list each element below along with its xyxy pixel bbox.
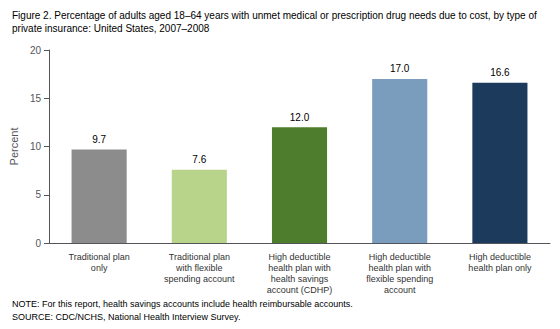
svg-text:private insurance: United Stat: private insurance: United States, 2007–2… [12,23,210,34]
svg-text:health savings: health savings [271,274,329,284]
svg-text:spending account: spending account [164,274,235,284]
svg-text:0: 0 [35,238,41,249]
svg-text:health plan with: health plan with [368,263,431,273]
svg-text:Traditional plan: Traditional plan [169,252,230,262]
svg-text:12.0: 12.0 [290,112,310,123]
svg-text:10: 10 [30,141,42,152]
svg-text:High deductible: High deductible [268,252,330,262]
svg-text:only: only [91,263,108,273]
svg-text:15: 15 [30,93,42,104]
svg-text:7.6: 7.6 [192,154,206,165]
svg-text:High deductible: High deductible [369,252,431,262]
svg-text:with flexible: with flexible [175,263,223,273]
svg-text:flexible spending: flexible spending [366,274,433,284]
svg-text:health plan with: health plan with [268,263,331,273]
svg-text:SOURCE: CDC/NCHS, National Hea: SOURCE: CDC/NCHS, National Health Interv… [12,312,240,322]
svg-text:5: 5 [35,189,41,200]
svg-text:health plan only: health plan only [468,263,532,273]
svg-text:Percent: Percent [8,128,20,166]
svg-text:20: 20 [30,45,42,56]
svg-text:Figure 2. Percentage of adults: Figure 2. Percentage of adults aged 18–6… [12,10,537,21]
svg-text:Traditional plan: Traditional plan [69,252,130,262]
svg-text:16.6: 16.6 [490,67,510,78]
svg-text:9.7: 9.7 [92,134,106,145]
svg-text:High deductible: High deductible [469,252,531,262]
svg-text:NOTE: For this report, health: NOTE: For this report, health savings ac… [12,299,353,309]
svg-text:account (CDHP): account (CDHP) [267,285,333,295]
svg-text:17.0: 17.0 [390,63,410,74]
svg-text:account: account [384,285,416,295]
